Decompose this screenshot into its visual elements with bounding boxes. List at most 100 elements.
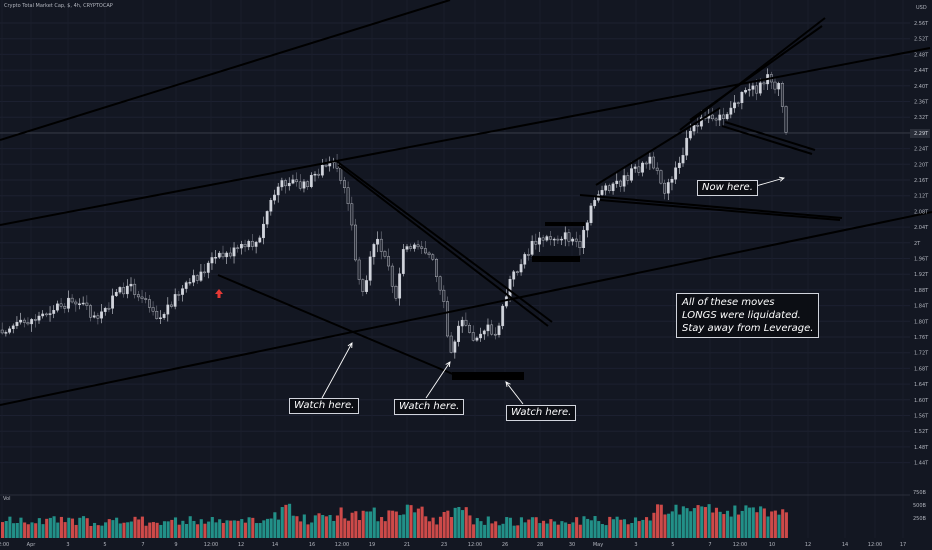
volume-bar [107, 519, 111, 538]
candle-body [626, 175, 630, 181]
volume-bar [232, 520, 236, 538]
candle-body [674, 167, 678, 180]
volume-bar [409, 505, 413, 538]
volume-bar [302, 514, 306, 538]
volume-bar [48, 517, 52, 538]
x-tick-label: Apr [27, 542, 37, 548]
volume-bar [133, 516, 137, 538]
candle-body [563, 232, 567, 240]
volume-bar [394, 511, 398, 538]
volume-bar [214, 522, 218, 538]
volume-bar [240, 519, 244, 538]
volume-bar [262, 520, 266, 538]
candle-body [339, 168, 343, 181]
volume-bar [578, 524, 582, 538]
volume-bar [689, 511, 693, 538]
volume-bar [269, 518, 273, 538]
volume-bar [472, 524, 476, 538]
y-tick-label: 2.40T [914, 84, 929, 90]
candle-body [59, 303, 63, 307]
candle-body [317, 173, 321, 176]
candle-body [784, 106, 788, 133]
annotation-arrow [321, 342, 353, 399]
candle-body [151, 307, 155, 312]
time-axis[interactable]: 12:00 Apr 3 5 7 9 12:00 12 14 16 12:00 19 21 23 12:00 2… [0, 542, 906, 548]
y-tick-label: 2.16T [914, 178, 929, 184]
volume-bar [196, 524, 200, 538]
candle-body [26, 322, 30, 325]
candle-body [519, 264, 523, 273]
volume-bar [118, 523, 122, 538]
volume-bar [350, 512, 354, 538]
x-tick-label: 7 [708, 542, 711, 548]
volume-bar [692, 508, 696, 538]
watch-here-note-3: Watch here. [506, 405, 577, 421]
candle-body [111, 295, 115, 309]
volume-bar [641, 519, 645, 538]
candle-body [549, 236, 552, 240]
volume-axis: 750B 500B 250B [913, 490, 927, 522]
volume-bar [435, 524, 439, 538]
candle-body [460, 319, 464, 327]
volume-bar [784, 512, 788, 538]
candle-body [155, 311, 159, 319]
candle-body [192, 275, 195, 283]
volume-bar [597, 521, 601, 538]
volume-bar [508, 517, 512, 538]
volume-bar [748, 507, 752, 538]
candle-body [652, 156, 655, 169]
volume-bar [479, 521, 483, 538]
y-tick-label: 2T [914, 241, 921, 247]
volume-bar [667, 513, 671, 538]
candle-body [22, 319, 26, 323]
volume-bar [288, 503, 292, 538]
volume-bar [637, 521, 641, 538]
candle-body [78, 303, 81, 305]
candle-body [464, 319, 468, 326]
volume-bar [295, 516, 299, 538]
price-axis[interactable]: USD 2.56T 2.52T 2.48T 2.44T 2.40T 2.36T 2.32T 2.… [914, 5, 929, 467]
support-box [532, 256, 580, 262]
candle-body [630, 168, 633, 181]
candle-body [276, 186, 280, 196]
candle-body [302, 181, 306, 189]
volume-bar [564, 522, 568, 538]
volume-bar [30, 522, 34, 538]
volume-bar [438, 516, 443, 538]
candle-body [114, 291, 118, 297]
volume-bar [137, 519, 141, 538]
volume-bar [541, 520, 546, 538]
volume-bar [185, 523, 189, 538]
y-tick-label: 2.32T [914, 115, 929, 121]
volume-bar [81, 516, 86, 538]
arrow-head [347, 342, 353, 349]
candle-body [545, 236, 549, 241]
candle-body [446, 301, 449, 337]
candle-body [129, 283, 133, 287]
annotation-arrows [215, 176, 785, 405]
y-tick-label: 1.48T [914, 445, 929, 451]
candle-body [475, 337, 479, 341]
volume-bar [729, 516, 733, 538]
volume-bar [41, 524, 45, 538]
candle-body [486, 324, 490, 332]
candle-body [490, 324, 494, 335]
candle-body [633, 166, 637, 169]
candle-body [740, 91, 744, 104]
candle-body [324, 164, 328, 167]
volume-bar [115, 517, 119, 538]
volume-bar [486, 516, 490, 538]
candle-body [19, 319, 22, 323]
volume-bar [725, 510, 730, 538]
candle-body [427, 252, 431, 255]
candle-body [416, 244, 420, 248]
candle-body [453, 341, 457, 353]
volume-bar [589, 520, 593, 538]
currency-label: USD [916, 5, 927, 11]
candle-body [567, 232, 571, 242]
candle-body [346, 187, 350, 204]
volume-bar [199, 519, 203, 538]
volume-bar [383, 521, 387, 538]
candle-body [89, 305, 92, 318]
